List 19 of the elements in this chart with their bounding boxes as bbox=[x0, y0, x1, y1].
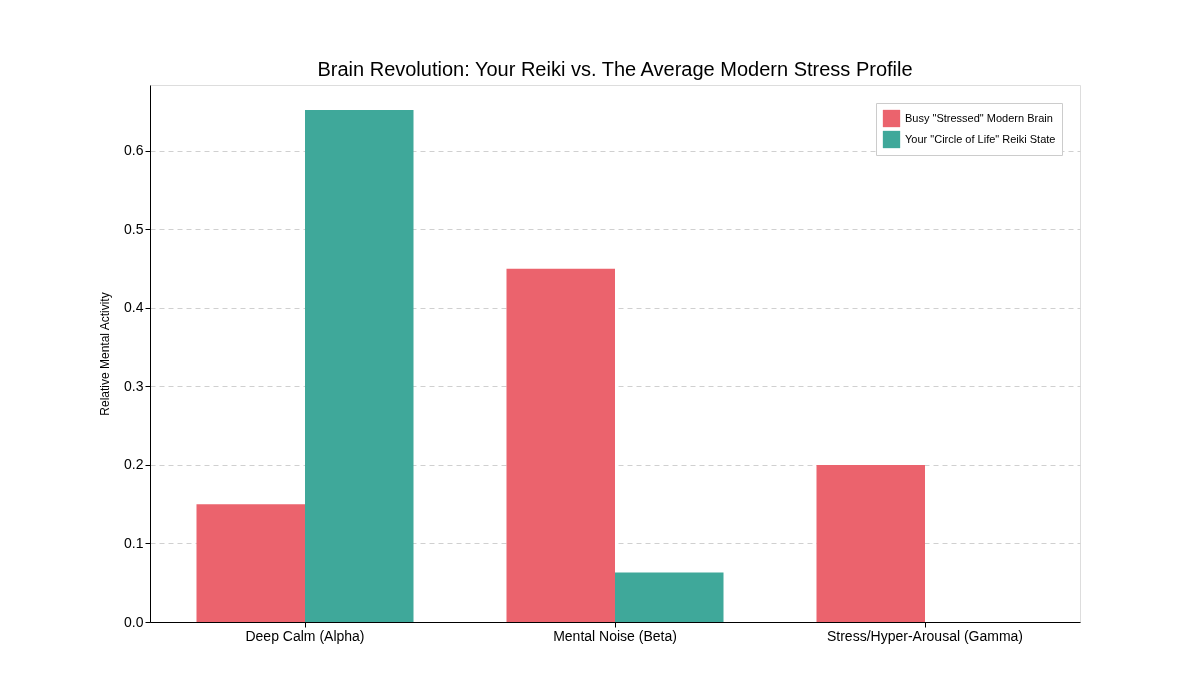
legend-label: Your "Circle of Life" Reiki State bbox=[905, 132, 1056, 145]
bar bbox=[816, 464, 925, 622]
y-tick-label: 0.0 bbox=[124, 613, 144, 630]
legend-label: Busy "Stressed" Modern Brain bbox=[905, 111, 1053, 124]
x-tick-label: Stress/Hyper-Arousal (Gamma) bbox=[826, 627, 1024, 644]
y-tick-label: 0.2 bbox=[124, 456, 144, 473]
y-tick-label: 0.1 bbox=[124, 534, 144, 551]
y-tick-label: 0.4 bbox=[124, 299, 144, 316]
chart-title: Brain Revolution: Your Reiki vs. The Average Modern Stress Profile bbox=[317, 58, 913, 80]
bar bbox=[615, 572, 724, 622]
bar bbox=[305, 110, 414, 622]
bar bbox=[196, 504, 305, 622]
y-tick-label: 0.6 bbox=[124, 142, 144, 159]
bar bbox=[506, 268, 615, 622]
y-tick-label: 0.3 bbox=[124, 377, 144, 394]
y-axis-title: Relative Mental Activity bbox=[98, 292, 113, 416]
x-tick-label: Mental Noise (Beta) bbox=[553, 627, 677, 644]
x-tick-label: Deep Calm (Alpha) bbox=[245, 627, 365, 644]
y-tick-label: 0.5 bbox=[124, 220, 144, 237]
